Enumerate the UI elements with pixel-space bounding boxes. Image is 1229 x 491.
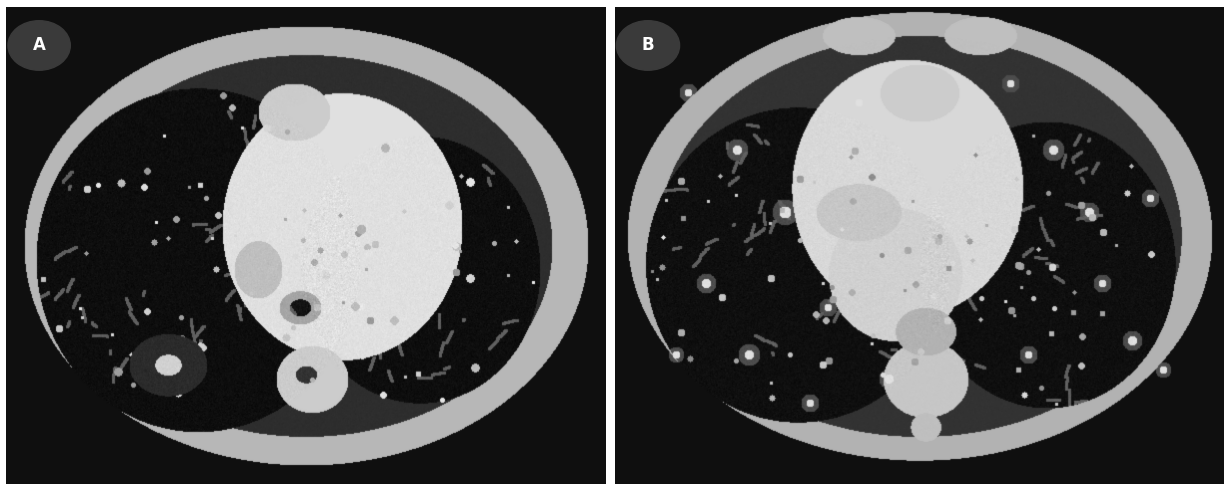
Text: A: A [33, 36, 45, 55]
Circle shape [616, 21, 680, 70]
Text: B: B [642, 36, 654, 55]
Circle shape [7, 21, 70, 70]
